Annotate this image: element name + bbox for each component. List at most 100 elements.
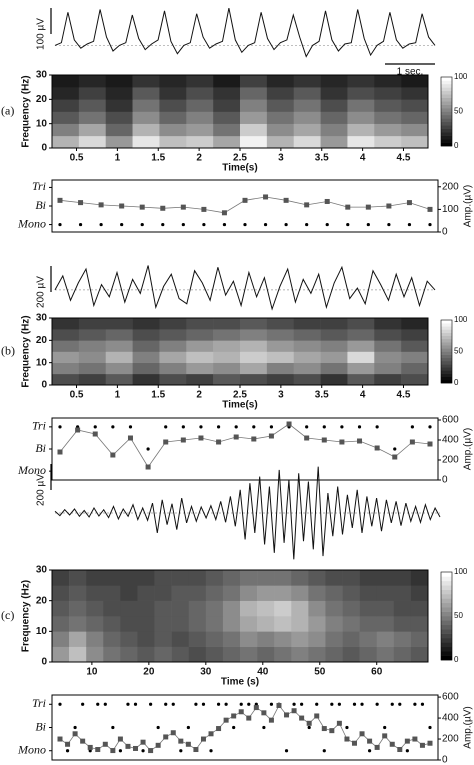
amp-marker xyxy=(321,726,327,732)
heat-cell xyxy=(188,570,207,586)
heat-cell xyxy=(320,340,348,352)
heat-cell xyxy=(320,87,348,100)
amp-marker xyxy=(304,435,310,441)
amp-marker xyxy=(419,742,425,748)
heat-cell xyxy=(154,600,172,617)
amp-marker xyxy=(57,197,63,203)
heat-cell xyxy=(78,351,107,363)
heat-cell xyxy=(137,646,155,663)
heat-cell xyxy=(159,135,187,149)
state-dot xyxy=(164,702,168,706)
heat-cell xyxy=(401,135,429,149)
state-dot xyxy=(181,222,185,227)
colorbar-step xyxy=(441,589,452,595)
state-dot xyxy=(420,702,425,706)
state-dot xyxy=(292,702,296,706)
heat-cell xyxy=(401,373,429,386)
state-dot xyxy=(322,749,326,753)
heat-cell xyxy=(52,631,70,647)
heat-cell xyxy=(205,631,224,647)
heat-cell xyxy=(393,616,412,632)
colorbar-step xyxy=(441,87,452,92)
heat-cell xyxy=(293,75,321,88)
state-dot xyxy=(325,222,329,227)
colorbar-step xyxy=(441,364,452,368)
y-tick-label: 30 xyxy=(36,565,48,576)
heat-cell xyxy=(52,646,70,663)
y-tick-label: Mono xyxy=(17,463,46,477)
heat-cell xyxy=(171,585,190,601)
amp-marker xyxy=(427,206,433,212)
heat-cell xyxy=(374,351,402,363)
heat-cell xyxy=(320,318,348,330)
colorbar-step xyxy=(441,580,452,586)
heat-cell xyxy=(171,600,190,617)
state-dot xyxy=(284,749,289,753)
heat-cell xyxy=(103,646,121,663)
amp-marker xyxy=(148,748,154,754)
heat-cell xyxy=(325,600,343,617)
heat-cell xyxy=(342,600,360,617)
heat-cell xyxy=(347,340,375,352)
heat-cell xyxy=(374,75,402,88)
heat-cell xyxy=(132,362,160,375)
state-dot xyxy=(194,702,198,706)
amp-marker xyxy=(145,464,151,470)
heat-cell xyxy=(347,329,375,341)
amp-marker xyxy=(406,200,412,206)
heat-cell xyxy=(171,631,190,647)
panel-label: (a) xyxy=(1,103,14,117)
heat-cell xyxy=(222,585,241,601)
heat-cell xyxy=(52,340,80,352)
heat-cell xyxy=(293,111,321,124)
heat-cell xyxy=(257,616,275,632)
amp-line xyxy=(59,423,431,468)
y2-tick-label: 400 xyxy=(442,713,459,724)
amp-marker xyxy=(291,708,297,714)
state-dot xyxy=(111,425,115,429)
x-tick-label: 2 xyxy=(196,390,202,401)
heat-cell xyxy=(401,123,429,137)
y-axis-label: Frequency (Hz) xyxy=(21,75,32,147)
heat-cell xyxy=(240,329,268,341)
heat-cell xyxy=(291,585,309,601)
heat-cell xyxy=(52,616,70,632)
colorbar-tick-label: 50 xyxy=(454,611,463,620)
heat-cell xyxy=(186,362,214,375)
heat-cell xyxy=(359,585,378,601)
heat-cell xyxy=(266,75,295,88)
heat-cell xyxy=(52,99,80,112)
y-tick-label: Tri xyxy=(32,696,46,710)
heat-cell xyxy=(213,373,241,386)
state-dot xyxy=(99,222,103,227)
heat-cell xyxy=(213,99,241,112)
heat-cell xyxy=(186,135,214,149)
heat-cell xyxy=(376,600,395,617)
heat-cell xyxy=(257,585,275,601)
y-tick-label: 20 xyxy=(36,335,48,346)
colorbar-step xyxy=(441,602,452,608)
heat-cell xyxy=(105,123,133,137)
amp-marker xyxy=(314,713,320,719)
heat-cell xyxy=(213,318,241,330)
heat-cell xyxy=(410,646,429,663)
heat-cell xyxy=(347,318,375,330)
heat-cell xyxy=(105,99,133,112)
heat-cell xyxy=(374,111,402,124)
colorbar-step xyxy=(441,135,452,140)
heat-cell xyxy=(78,99,107,112)
heat-cell xyxy=(132,340,160,352)
heat-cell xyxy=(293,329,321,341)
heat-cell xyxy=(293,87,321,100)
colorbar-step xyxy=(441,142,452,147)
amp-marker xyxy=(374,744,380,750)
heat-cell xyxy=(171,570,190,586)
amp-marker xyxy=(216,726,222,732)
heat-cell xyxy=(69,616,87,632)
heat-cell xyxy=(401,99,429,112)
heat-cell xyxy=(320,123,348,137)
heat-cell xyxy=(86,631,104,647)
panel-label: (c) xyxy=(1,608,14,622)
state-dot xyxy=(413,702,417,706)
